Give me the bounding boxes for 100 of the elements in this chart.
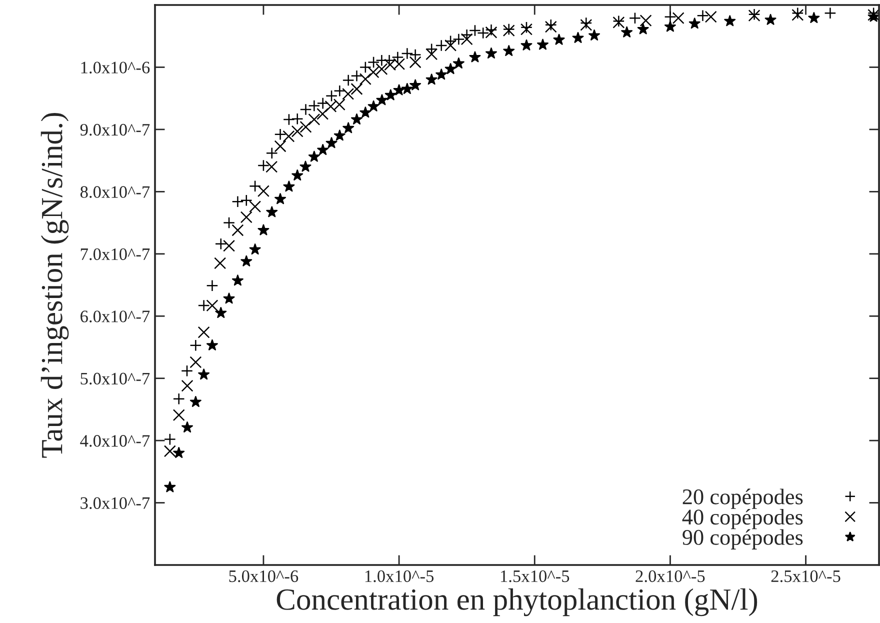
point bbox=[300, 160, 312, 172]
point bbox=[426, 48, 438, 60]
y-axis-title: Taux d’ingestion (gN/s/ind.) bbox=[40, 113, 69, 458]
point bbox=[469, 51, 481, 62]
point bbox=[393, 84, 405, 96]
point bbox=[588, 29, 600, 40]
point bbox=[206, 339, 218, 350]
y-tick-label: 7.0x10^-7 bbox=[80, 248, 150, 260]
point bbox=[182, 421, 194, 432]
point bbox=[190, 396, 202, 407]
point bbox=[477, 26, 490, 40]
point bbox=[342, 88, 354, 100]
x-tick-label: 1.5x10^-5 bbox=[500, 570, 570, 582]
point bbox=[401, 82, 413, 94]
point bbox=[223, 240, 236, 252]
point bbox=[215, 306, 227, 318]
point bbox=[266, 160, 278, 173]
y-tick-label: 1.0x10^-6 bbox=[81, 62, 150, 74]
point bbox=[436, 68, 448, 80]
point bbox=[164, 445, 176, 458]
y-tick-label: 5.0x10^-7 bbox=[80, 372, 150, 385]
legend-label: 90 copépodes bbox=[682, 529, 803, 550]
point bbox=[282, 130, 295, 142]
point bbox=[384, 89, 396, 100]
point bbox=[485, 26, 498, 38]
point bbox=[300, 120, 312, 133]
legend-label: 20 copépodes bbox=[682, 488, 803, 509]
point bbox=[214, 238, 227, 250]
point bbox=[291, 125, 304, 138]
point bbox=[672, 12, 684, 24]
point bbox=[444, 39, 457, 52]
point bbox=[704, 10, 717, 23]
point bbox=[553, 34, 565, 45]
point bbox=[326, 137, 338, 148]
point bbox=[410, 79, 422, 90]
point bbox=[223, 292, 235, 304]
point bbox=[572, 32, 584, 43]
point bbox=[181, 380, 194, 392]
point bbox=[232, 224, 244, 236]
point bbox=[664, 20, 676, 32]
point bbox=[198, 300, 210, 312]
point bbox=[350, 82, 363, 96]
point bbox=[300, 104, 312, 116]
point bbox=[223, 216, 236, 229]
point bbox=[292, 169, 304, 180]
x-axis-title: Concentration en phytoplanction (gN/l) bbox=[276, 588, 758, 616]
point bbox=[435, 39, 448, 52]
point bbox=[172, 409, 185, 422]
y-tick-label: 9.0x10^-7 bbox=[80, 124, 150, 136]
point bbox=[266, 206, 278, 218]
x-tick-label: 5.0x10^-6 bbox=[229, 570, 298, 582]
point bbox=[240, 255, 252, 266]
point bbox=[628, 12, 641, 24]
y-tick-label: 8.0x10^-7 bbox=[80, 186, 150, 198]
point bbox=[282, 113, 295, 126]
point bbox=[351, 113, 362, 124]
point bbox=[173, 446, 185, 458]
point bbox=[164, 481, 176, 492]
point bbox=[367, 66, 380, 78]
point bbox=[308, 113, 320, 126]
point bbox=[409, 56, 422, 68]
point bbox=[198, 326, 210, 338]
point bbox=[232, 274, 244, 286]
point bbox=[317, 144, 329, 155]
point bbox=[520, 39, 532, 50]
point bbox=[190, 356, 202, 368]
point bbox=[359, 73, 372, 86]
point bbox=[688, 18, 700, 29]
point bbox=[308, 150, 320, 162]
y-tick-label: 4.0x10^-7 bbox=[80, 435, 150, 447]
legend-label: 40 copépodes bbox=[682, 508, 803, 530]
point bbox=[426, 74, 438, 85]
point bbox=[257, 185, 270, 198]
point bbox=[637, 23, 649, 34]
point bbox=[198, 368, 210, 380]
point bbox=[206, 300, 218, 312]
point bbox=[444, 63, 456, 74]
point bbox=[376, 63, 388, 76]
point bbox=[360, 106, 372, 118]
point bbox=[376, 94, 388, 106]
x-tick-label: 2.5x10^-5 bbox=[771, 570, 840, 582]
point bbox=[249, 180, 262, 192]
point bbox=[274, 140, 286, 152]
point bbox=[180, 364, 193, 377]
point bbox=[240, 211, 252, 224]
y-tick-label: 3.0x10^-7 bbox=[80, 497, 150, 510]
point bbox=[257, 160, 270, 172]
point bbox=[274, 193, 286, 204]
point bbox=[249, 200, 262, 213]
point bbox=[334, 130, 346, 141]
point bbox=[724, 15, 736, 26]
point bbox=[368, 100, 380, 112]
point bbox=[342, 122, 354, 134]
point bbox=[452, 57, 464, 68]
point bbox=[401, 48, 414, 60]
x-tick-label: 2.0x10^-5 bbox=[636, 570, 705, 582]
point bbox=[486, 48, 497, 59]
x-tick-label: 1.0x10^-5 bbox=[365, 570, 434, 582]
y-tick-label: 6.0x10^-7 bbox=[80, 310, 150, 322]
point bbox=[808, 12, 820, 24]
